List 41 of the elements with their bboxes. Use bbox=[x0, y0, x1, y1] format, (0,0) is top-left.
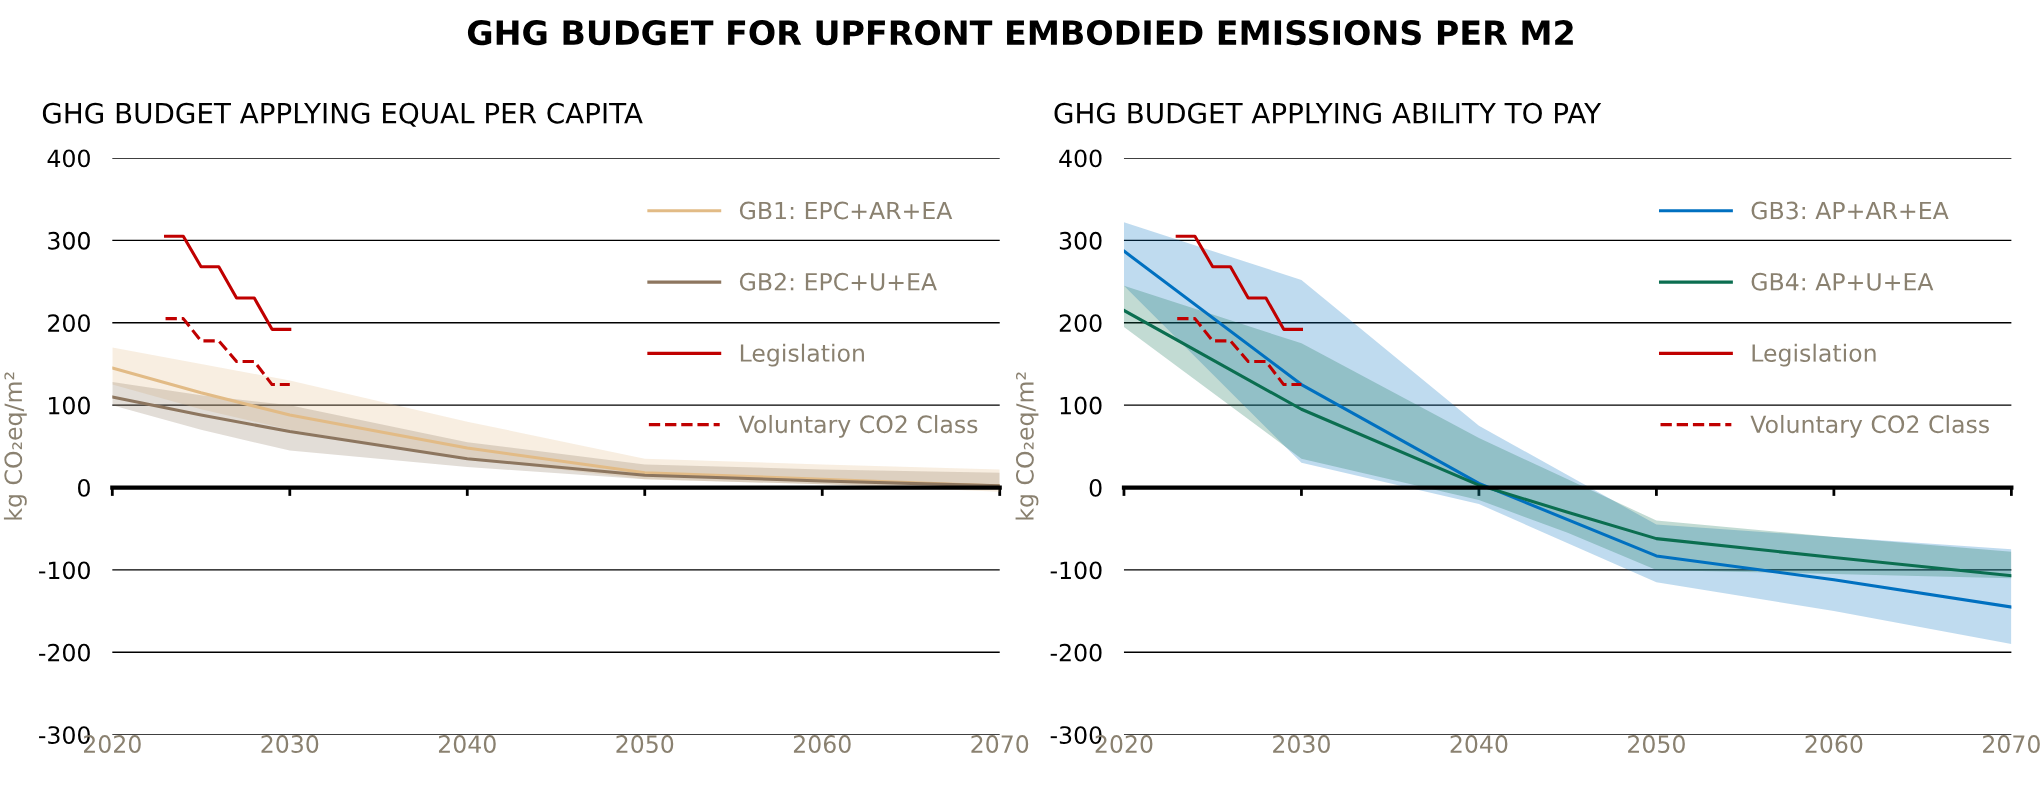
line-series bbox=[164, 234, 292, 331]
legend-label: GB4: AP+U+EA bbox=[1751, 272, 1934, 291]
x-tick-label: 2070 bbox=[1983, 735, 2040, 753]
legend-label: GB3: AP+AR+EA bbox=[1751, 201, 1949, 220]
y-tick-label: 100 bbox=[1060, 396, 1102, 415]
y-tick-label: 400 bbox=[1059, 149, 1102, 168]
y-tick-label: 300 bbox=[1059, 231, 1102, 250]
y-tick-label: -100 bbox=[39, 561, 90, 580]
y-tick-label: -200 bbox=[39, 643, 90, 662]
x-tick-label: 2060 bbox=[1805, 735, 1863, 753]
x-tick-label: 2030 bbox=[1273, 735, 1330, 753]
x-tick-label: 2040 bbox=[1450, 735, 1508, 753]
legend-label: Legislation bbox=[1752, 343, 1876, 367]
text: GHG BUDGET FOR UPFRONT EMBODIED EMISSIONS PER M2 bbox=[467, 20, 1573, 46]
line-series bbox=[1175, 317, 1303, 387]
y-tick-label: 300 bbox=[48, 231, 90, 250]
y-tick-label: -100 bbox=[1050, 561, 1102, 580]
chart-title: GHG BUDGET APPLYING EQUAL PER CAPITA bbox=[42, 102, 643, 127]
y-tick-label: 0 bbox=[78, 478, 90, 497]
x-tick-label: 2030 bbox=[261, 735, 319, 753]
x-tick-label: 2060 bbox=[793, 735, 851, 753]
y-tick-label: 100 bbox=[49, 396, 90, 415]
line-series bbox=[1175, 234, 1303, 331]
y-axis-title: kg CO₂eq/m² bbox=[3, 372, 27, 520]
y-tick-label: 200 bbox=[48, 314, 90, 333]
legend-label: GB2: EPC+U+EA bbox=[739, 272, 937, 291]
legend-label: GB1: EPC+AR+EA bbox=[739, 201, 953, 220]
y-tick-label: 400 bbox=[47, 149, 90, 168]
y-tick-label: 0 bbox=[1089, 478, 1102, 497]
y-tick-label: -200 bbox=[1050, 643, 1102, 662]
x-tick-label: 2070 bbox=[971, 735, 1029, 753]
x-tick-label: 2050 bbox=[616, 735, 674, 753]
legend-label: Voluntary CO2 Class bbox=[1750, 414, 1989, 438]
x-tick-label: 2040 bbox=[438, 735, 496, 753]
y-tick-label: 200 bbox=[1059, 314, 1102, 333]
line-series bbox=[164, 317, 292, 387]
x-tick-label: 2050 bbox=[1628, 735, 1685, 753]
chart-title: GHG BUDGET APPLYING ABILITY TO PAY bbox=[1054, 102, 1602, 124]
y-axis-title: kg CO₂eq/m² bbox=[1015, 372, 1039, 520]
legend-label: Legislation bbox=[740, 343, 864, 367]
legend-label: Voluntary CO2 Class bbox=[738, 414, 978, 438]
